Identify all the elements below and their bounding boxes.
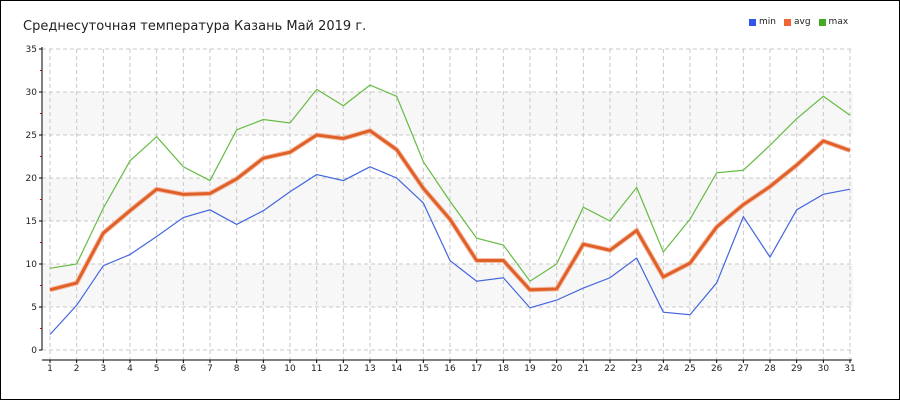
legend-swatch xyxy=(783,18,791,26)
x-tick-label: 4 xyxy=(127,364,133,374)
series-avg-line xyxy=(49,129,851,292)
x-tick-label: 7 xyxy=(207,364,213,374)
y-tick-label: 30 xyxy=(26,88,38,98)
chart-title: Среднесуточная температура Казань Май 20… xyxy=(23,19,367,34)
series-min-line xyxy=(49,166,851,335)
x-tick-label: 22 xyxy=(604,364,615,374)
x-tick-label: 17 xyxy=(471,364,482,374)
y-tick-label: 25 xyxy=(26,131,37,141)
x-tick-label: 30 xyxy=(818,364,830,374)
legend-label: min xyxy=(759,17,776,27)
y-tick-label: 5 xyxy=(31,303,37,313)
y-tick-label: 20 xyxy=(26,174,38,184)
y-tick-label: 35 xyxy=(26,45,37,55)
x-tick-label: 6 xyxy=(180,364,186,374)
x-tick-label: 27 xyxy=(738,364,749,374)
legend-swatch xyxy=(749,18,756,26)
x-tick-label: 5 xyxy=(154,364,160,374)
grid-band xyxy=(43,92,853,135)
x-tick-label: 11 xyxy=(311,364,322,374)
x-tick-label: 23 xyxy=(631,364,642,374)
x-tick-label: 24 xyxy=(658,364,670,374)
y-tick-label: 0 xyxy=(31,346,37,356)
x-tick-label: 16 xyxy=(444,364,456,374)
legend-swatch xyxy=(818,18,826,26)
x-tick-label: 9 xyxy=(260,364,266,374)
x-tick-label: 12 xyxy=(338,364,349,374)
x-tick-label: 3 xyxy=(100,364,106,374)
x-tick-label: 14 xyxy=(391,364,403,374)
x-tick-label: 28 xyxy=(764,364,776,374)
x-tick-label: 13 xyxy=(364,364,375,374)
x-tick-label: 2 xyxy=(74,364,80,374)
x-tick-label: 8 xyxy=(234,364,240,374)
x-tick-label: 15 xyxy=(418,364,429,374)
x-tick-label: 29 xyxy=(791,364,803,374)
legend-item-avg: avg xyxy=(783,17,811,27)
x-tick-label: 19 xyxy=(524,364,536,374)
legend-label: avg xyxy=(793,17,811,27)
y-tick-label: 10 xyxy=(26,260,38,270)
x-tick-label: 1 xyxy=(47,364,53,374)
legend-label: max xyxy=(828,17,849,27)
legend: min avg max xyxy=(749,17,848,27)
x-tick-label: 18 xyxy=(498,364,510,374)
x-tick-label: 26 xyxy=(711,364,723,374)
x-tick-label: 10 xyxy=(284,364,296,374)
legend-item-min: min xyxy=(749,17,776,27)
grid-band xyxy=(43,264,853,307)
x-tick-label: 21 xyxy=(578,364,589,374)
x-tick-label: 25 xyxy=(684,364,695,374)
y-tick-label: 15 xyxy=(26,217,37,227)
legend-item-max: max xyxy=(818,17,849,27)
series-max-line xyxy=(49,84,851,283)
x-tick-label: 31 xyxy=(844,364,855,374)
x-tick-label: 20 xyxy=(551,364,563,374)
